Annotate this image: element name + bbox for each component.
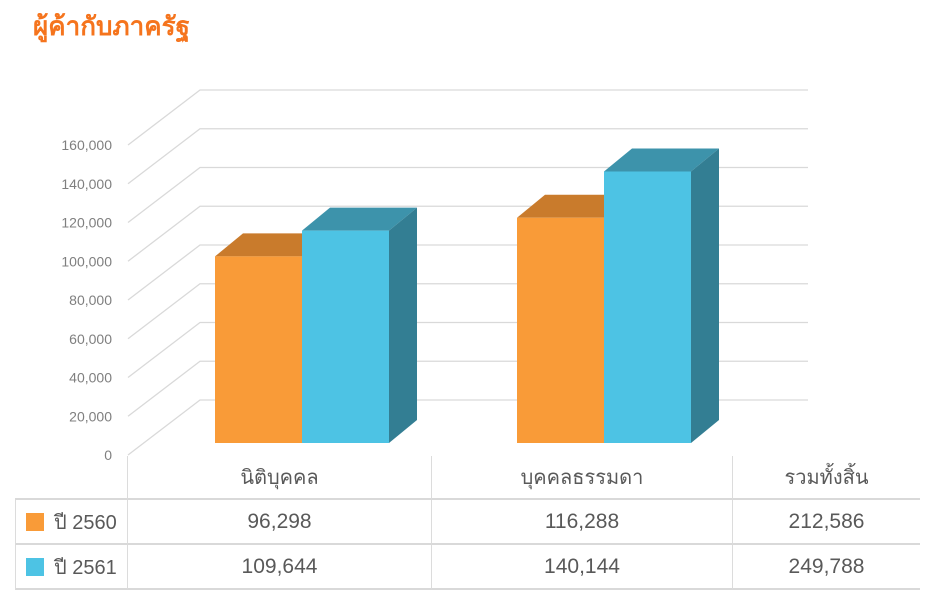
gridline <box>127 166 808 224</box>
legend-item-2561: ปี 2561 <box>15 545 128 590</box>
legend-swatch-2560-icon <box>26 512 44 531</box>
legend-swatch-2561-icon <box>26 557 44 576</box>
column-header-individual: บุคคลธรรมดา <box>432 456 733 500</box>
bar-ปี-2560-นิติบุคคล <box>215 256 302 443</box>
y-axis-tick-label: 0 <box>104 447 112 463</box>
value-2560-juristic: 96,298 <box>128 500 432 545</box>
gridline <box>127 128 808 185</box>
legend-header-cell <box>15 456 128 500</box>
value-2560-total: 212,586 <box>733 500 920 545</box>
y-axis-tick-label: 160,000 <box>61 137 112 153</box>
y-axis-tick-label: 20,000 <box>69 408 112 424</box>
bar-ปี-2561-นิติบุคคล <box>302 230 389 443</box>
value-2561-total: 249,788 <box>733 545 920 590</box>
bar-side-face-ปี-2561 <box>389 207 417 443</box>
column-header-juristic: นิติบุคคล <box>128 456 432 500</box>
bar-top-face-ปี-2561 <box>302 207 417 231</box>
y-axis-tick-label: 60,000 <box>69 331 112 347</box>
value-2560-individual: 116,288 <box>432 500 733 545</box>
y-axis-tick-label: 120,000 <box>61 215 112 231</box>
bar-chart-3d: 0 20,000 40,000 60,000 80,000 100,000 120,000 1… <box>61 89 808 463</box>
y-axis-tick-label: 40,000 <box>69 370 112 386</box>
bar-ปี-2560-บุคคลธรรมดา <box>517 217 604 443</box>
y-axis-tick-label: 80,000 <box>69 292 112 308</box>
page-title: ผู้ค้ากับภาครัฐ <box>33 11 190 41</box>
y-axis-tick-label: 100,000 <box>61 253 112 269</box>
value-2561-juristic: 109,644 <box>128 545 432 590</box>
legend-item-2560: ปี 2560 <box>15 500 128 545</box>
legend-label-2561: ปี 2561 <box>54 556 117 579</box>
y-axis-tick-label: 140,000 <box>61 176 112 192</box>
value-2561-individual: 140,144 <box>432 545 733 590</box>
bar-ปี-2561-บุคคลธรรมดา <box>604 171 691 443</box>
bar-top-face-ปี-2561 <box>604 148 719 172</box>
bar-side-face-ปี-2561 <box>691 148 719 443</box>
bar-top-face-ปี-2560 <box>517 194 632 218</box>
gridline <box>127 89 808 146</box>
bar-top-face-ปี-2560 <box>215 233 330 257</box>
column-header-total: รวมทั้งสิ้น <box>733 456 920 500</box>
legend-label-2560: ปี 2560 <box>54 511 117 534</box>
data-table: นิติบุคคล บุคคลธรรมดา รวมทั้งสิ้น ปี 256… <box>15 456 920 590</box>
